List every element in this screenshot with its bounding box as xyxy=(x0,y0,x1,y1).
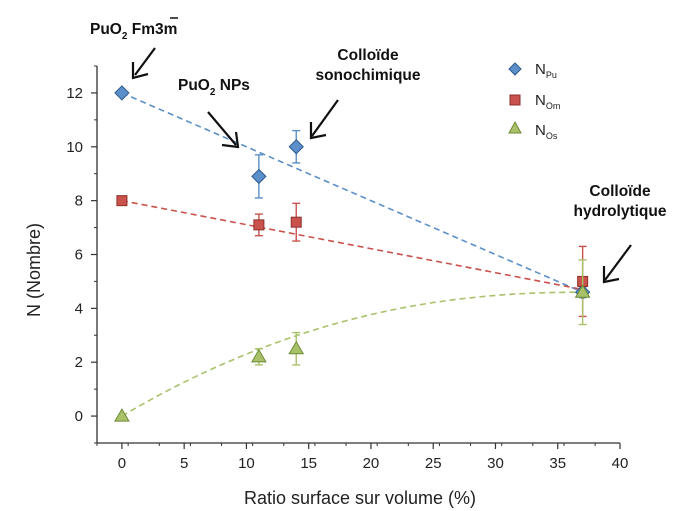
legend-label: N xyxy=(535,92,546,109)
svg-text:PuO2 NPs: PuO2 NPs xyxy=(178,77,250,98)
legend-item-npu: NPu xyxy=(509,61,557,80)
x-tick-label: 5 xyxy=(180,455,188,472)
y-tick-label: 10 xyxy=(66,139,83,156)
x-axis-title: Ratio surface sur volume (%) xyxy=(244,488,476,508)
data-point-diamond xyxy=(115,86,129,100)
svg-text:NOs: NOs xyxy=(535,122,558,141)
arrow-icon xyxy=(604,245,631,282)
x-tick-label: 35 xyxy=(549,455,566,472)
legend-label-sub: Os xyxy=(546,131,558,141)
y-tick-label: 4 xyxy=(75,300,83,317)
x-tick-label: 20 xyxy=(363,455,380,472)
data-point-triangle xyxy=(289,342,303,354)
x-tick-label: 30 xyxy=(487,455,504,472)
data-point-square xyxy=(117,196,127,206)
x-tick-label: 25 xyxy=(425,455,442,472)
legend-item-nom: NOm xyxy=(510,92,560,111)
trend-line xyxy=(122,93,583,292)
data-point-triangle xyxy=(115,409,129,421)
arrow-icon xyxy=(311,100,338,138)
annotation-label-line2: hydrolytique xyxy=(573,203,666,220)
x-tick-label: 10 xyxy=(238,455,255,472)
y-tick-label: 8 xyxy=(75,193,83,210)
annotation-colloide-sonochimique: Colloïde sonochimique xyxy=(311,47,421,138)
x-tick-label: 40 xyxy=(612,455,629,472)
x-tick-label: 15 xyxy=(300,455,317,472)
annotation-label: PuO xyxy=(90,21,122,38)
x-tick-label: 0 xyxy=(118,455,126,472)
y-tick-label: 2 xyxy=(75,354,83,371)
trend-curve xyxy=(122,292,583,416)
y-tick-label: 0 xyxy=(75,408,83,425)
arrow-icon xyxy=(133,48,155,78)
y-axis-title: N (Nombre) xyxy=(24,223,44,317)
y-tick-label: 12 xyxy=(66,85,83,102)
annotation-label-line2: sonochimique xyxy=(315,67,420,84)
data-point-square xyxy=(254,220,264,230)
arrow-icon xyxy=(208,112,238,147)
annotation-suffix: Fm3m xyxy=(127,21,177,38)
annotation-colloide-hydrolytique: Colloïde hydrolytique xyxy=(573,183,666,282)
y-tick-label: 6 xyxy=(75,247,83,264)
trend-lines xyxy=(122,93,583,416)
data-point-diamond xyxy=(289,140,303,154)
annotation-label: Colloïde xyxy=(589,183,651,200)
legend-label: N xyxy=(535,61,546,78)
data-points xyxy=(115,86,590,421)
trend-line xyxy=(122,201,583,290)
data-point-square xyxy=(291,217,301,227)
legend-triangle-marker xyxy=(509,122,521,133)
annotation-puo2-nps: PuO2 NPs xyxy=(178,77,250,147)
annotation-puo2-fm3m: PuO2 Fm3m xyxy=(90,18,178,78)
legend-item-nos: NOs xyxy=(509,122,558,141)
data-point-triangle xyxy=(252,350,266,362)
svg-text:NPu: NPu xyxy=(535,61,557,80)
annotation-suffix: NPs xyxy=(215,77,249,94)
svg-text:NOm: NOm xyxy=(535,92,560,111)
legend-label-sub: Pu xyxy=(546,70,557,80)
annotation-label: Colloïde xyxy=(337,47,399,64)
legend: NPu NOm NOs xyxy=(509,61,560,141)
svg-text:PuO2 Fm3m: PuO2 Fm3m xyxy=(90,21,177,42)
data-point-diamond xyxy=(252,169,266,183)
legend-square-marker xyxy=(510,95,520,105)
legend-label: N xyxy=(535,122,546,139)
legend-diamond-marker xyxy=(509,63,521,75)
legend-label-sub: Om xyxy=(546,101,561,111)
annotation-label: PuO xyxy=(178,77,210,94)
